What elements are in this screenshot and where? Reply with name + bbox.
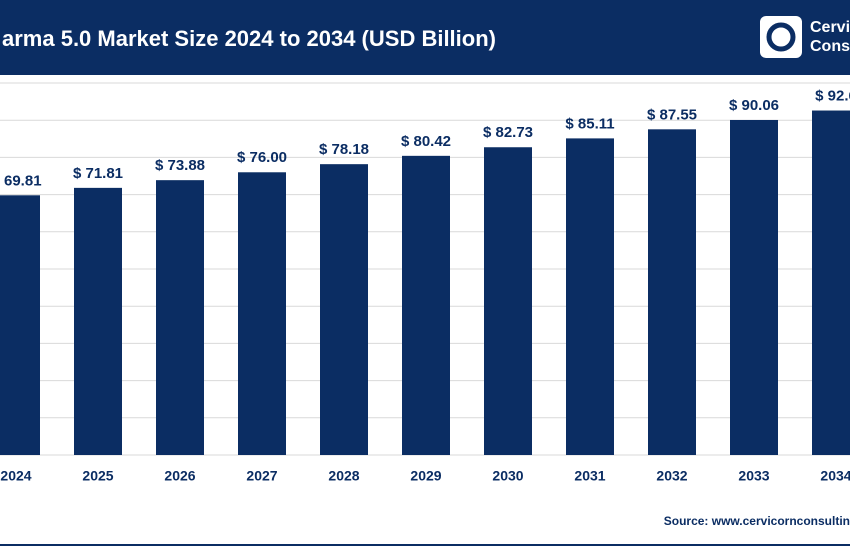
x-tick-label: 2026 bbox=[164, 468, 195, 484]
value-label: $ 80.42 bbox=[401, 133, 451, 150]
x-tick-label: 2028 bbox=[328, 468, 359, 484]
value-label: $ 71.81 bbox=[73, 165, 123, 182]
value-label: $ 87.55 bbox=[647, 106, 697, 123]
bar bbox=[238, 172, 286, 455]
x-tick-label: 2031 bbox=[574, 468, 605, 484]
logo-text: Cervic bbox=[810, 19, 850, 36]
bar bbox=[484, 147, 532, 456]
value-label: $ 73.88 bbox=[155, 157, 205, 174]
value-label: $ 92.6 bbox=[815, 87, 850, 104]
value-label: $ 78.18 bbox=[319, 141, 369, 158]
x-tick-label: 2034 bbox=[820, 468, 850, 484]
source-note: Source: www.cervicornconsultin bbox=[664, 514, 850, 528]
bar bbox=[320, 164, 368, 455]
bar bbox=[566, 138, 614, 455]
x-tick-label: 2033 bbox=[738, 468, 769, 484]
x-tick-label: 2024 bbox=[0, 468, 31, 484]
bar bbox=[74, 187, 122, 455]
x-tick-label: 2032 bbox=[656, 468, 687, 484]
x-tick-label: 2027 bbox=[246, 468, 277, 484]
value-label: $ 90.06 bbox=[729, 97, 779, 114]
x-tick-label: 2025 bbox=[82, 468, 113, 484]
bar bbox=[648, 129, 696, 455]
header-band bbox=[0, 0, 850, 75]
chart-title: arma 5.0 Market Size 2024 to 2034 (USD B… bbox=[2, 26, 496, 51]
bar bbox=[0, 195, 40, 455]
logo-text: Consu bbox=[810, 38, 850, 55]
logo-icon bbox=[760, 16, 802, 58]
logo-mark bbox=[766, 22, 796, 52]
bar bbox=[156, 180, 204, 456]
bar bbox=[812, 110, 850, 455]
value-label: $ 76.00 bbox=[237, 149, 287, 166]
value-label: $ 85.11 bbox=[565, 115, 614, 132]
x-tick-label: 2029 bbox=[410, 468, 441, 484]
value-label: 69.81 bbox=[4, 172, 42, 189]
bar bbox=[402, 155, 450, 456]
x-tick-label: 2030 bbox=[492, 468, 523, 484]
bar bbox=[730, 119, 778, 455]
value-label: $ 82.73 bbox=[483, 124, 533, 141]
plot-area: 69.81 2024 $ 71.81 2025 $ 73.88 2026 $ 76.00 20… bbox=[0, 82, 850, 484]
